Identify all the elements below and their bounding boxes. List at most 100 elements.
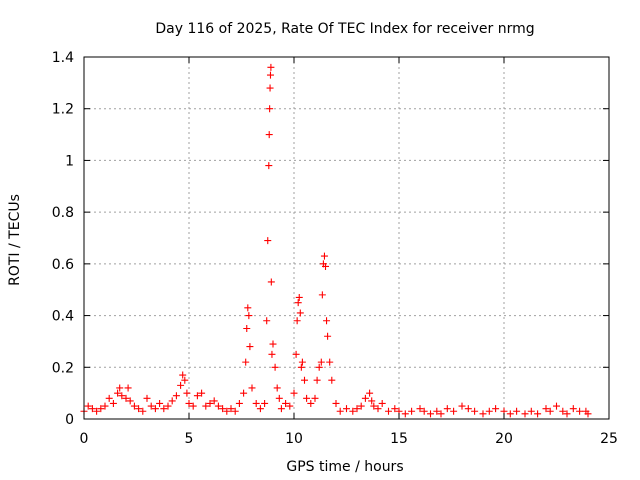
data-point [219, 405, 227, 413]
data-point [286, 402, 294, 410]
data-point [271, 363, 279, 371]
data-point [282, 399, 290, 407]
data-point [266, 105, 274, 113]
data-point [485, 407, 493, 415]
data-point [105, 394, 113, 402]
data-point [143, 394, 151, 402]
data-point [427, 410, 434, 418]
data-point [378, 399, 386, 407]
data-point [185, 399, 193, 407]
y-tick-label: 1.4 [52, 50, 74, 66]
data-point [124, 384, 132, 392]
data-point [553, 402, 560, 410]
data-point [172, 392, 180, 400]
data-point [265, 131, 273, 139]
data-point [391, 405, 399, 413]
data-point [151, 405, 159, 413]
data-point [268, 350, 276, 358]
y-tick-label: 0.2 [52, 360, 74, 376]
data-point [189, 402, 197, 410]
data-point [130, 402, 138, 410]
x-tick-label: 25 [600, 431, 618, 447]
data-point [437, 410, 445, 418]
data-point [368, 397, 376, 405]
data-point [168, 397, 176, 405]
data-point [559, 407, 567, 415]
data-point [416, 405, 424, 413]
data-point [292, 350, 300, 358]
data-point [315, 363, 323, 371]
data-point [401, 410, 409, 418]
data-point [374, 405, 382, 413]
data-point [243, 325, 251, 332]
data-point [323, 317, 331, 325]
data-point [275, 394, 283, 402]
data-point [183, 389, 191, 397]
data-point [420, 407, 428, 415]
data-point [326, 358, 334, 366]
data-point [177, 381, 185, 389]
data-point [298, 358, 306, 366]
x-tick-label: 10 [285, 431, 303, 447]
data-point [408, 407, 416, 415]
data-point [263, 317, 271, 325]
data-point [527, 407, 535, 415]
data-point [492, 405, 500, 413]
y-tick-label: 0 [65, 412, 74, 428]
data-point [198, 389, 206, 397]
data-point [265, 162, 273, 170]
data-point [135, 405, 143, 413]
x-tick-label: 0 [80, 431, 89, 447]
y-tick-label: 0.6 [52, 257, 74, 273]
data-point [97, 405, 105, 413]
y-tick-label: 0.4 [52, 309, 74, 325]
data-point [248, 384, 256, 392]
x-tick-label: 5 [185, 431, 194, 447]
data-point [126, 397, 134, 405]
data-point [118, 392, 126, 400]
data-point [273, 384, 281, 392]
data-point [433, 407, 441, 415]
data-point [328, 376, 336, 384]
data-point [202, 402, 210, 410]
data-point [244, 304, 252, 312]
data-point [357, 402, 365, 410]
data-point [160, 405, 168, 413]
data-point [269, 340, 277, 348]
data-point [313, 376, 321, 384]
data-point [569, 405, 577, 413]
data-point [277, 405, 285, 413]
data-point [264, 237, 272, 245]
data-point [542, 405, 550, 413]
data-point [266, 71, 274, 79]
data-point [293, 317, 301, 325]
data-point [513, 407, 521, 415]
data-point [506, 410, 514, 418]
data-point [366, 389, 374, 397]
data-point [266, 84, 274, 92]
data-point [307, 399, 315, 407]
data-point [343, 405, 350, 413]
data-point [256, 405, 264, 413]
data-point [214, 402, 222, 410]
data-point [479, 410, 487, 418]
data-point [122, 394, 130, 402]
data-point [147, 402, 155, 410]
data-point [336, 407, 344, 415]
data-point [181, 376, 189, 384]
plot-frame [83, 56, 610, 420]
data-point [361, 394, 369, 402]
y-tick-label: 0.8 [52, 205, 74, 221]
data-point [458, 402, 466, 410]
data-point [443, 405, 451, 413]
data-point [193, 392, 201, 400]
data-point [353, 405, 361, 413]
data-point [385, 407, 392, 415]
data-point [349, 407, 357, 415]
data-point [227, 405, 235, 413]
data-point [210, 397, 218, 405]
data-point [324, 332, 332, 340]
grid [84, 57, 609, 419]
